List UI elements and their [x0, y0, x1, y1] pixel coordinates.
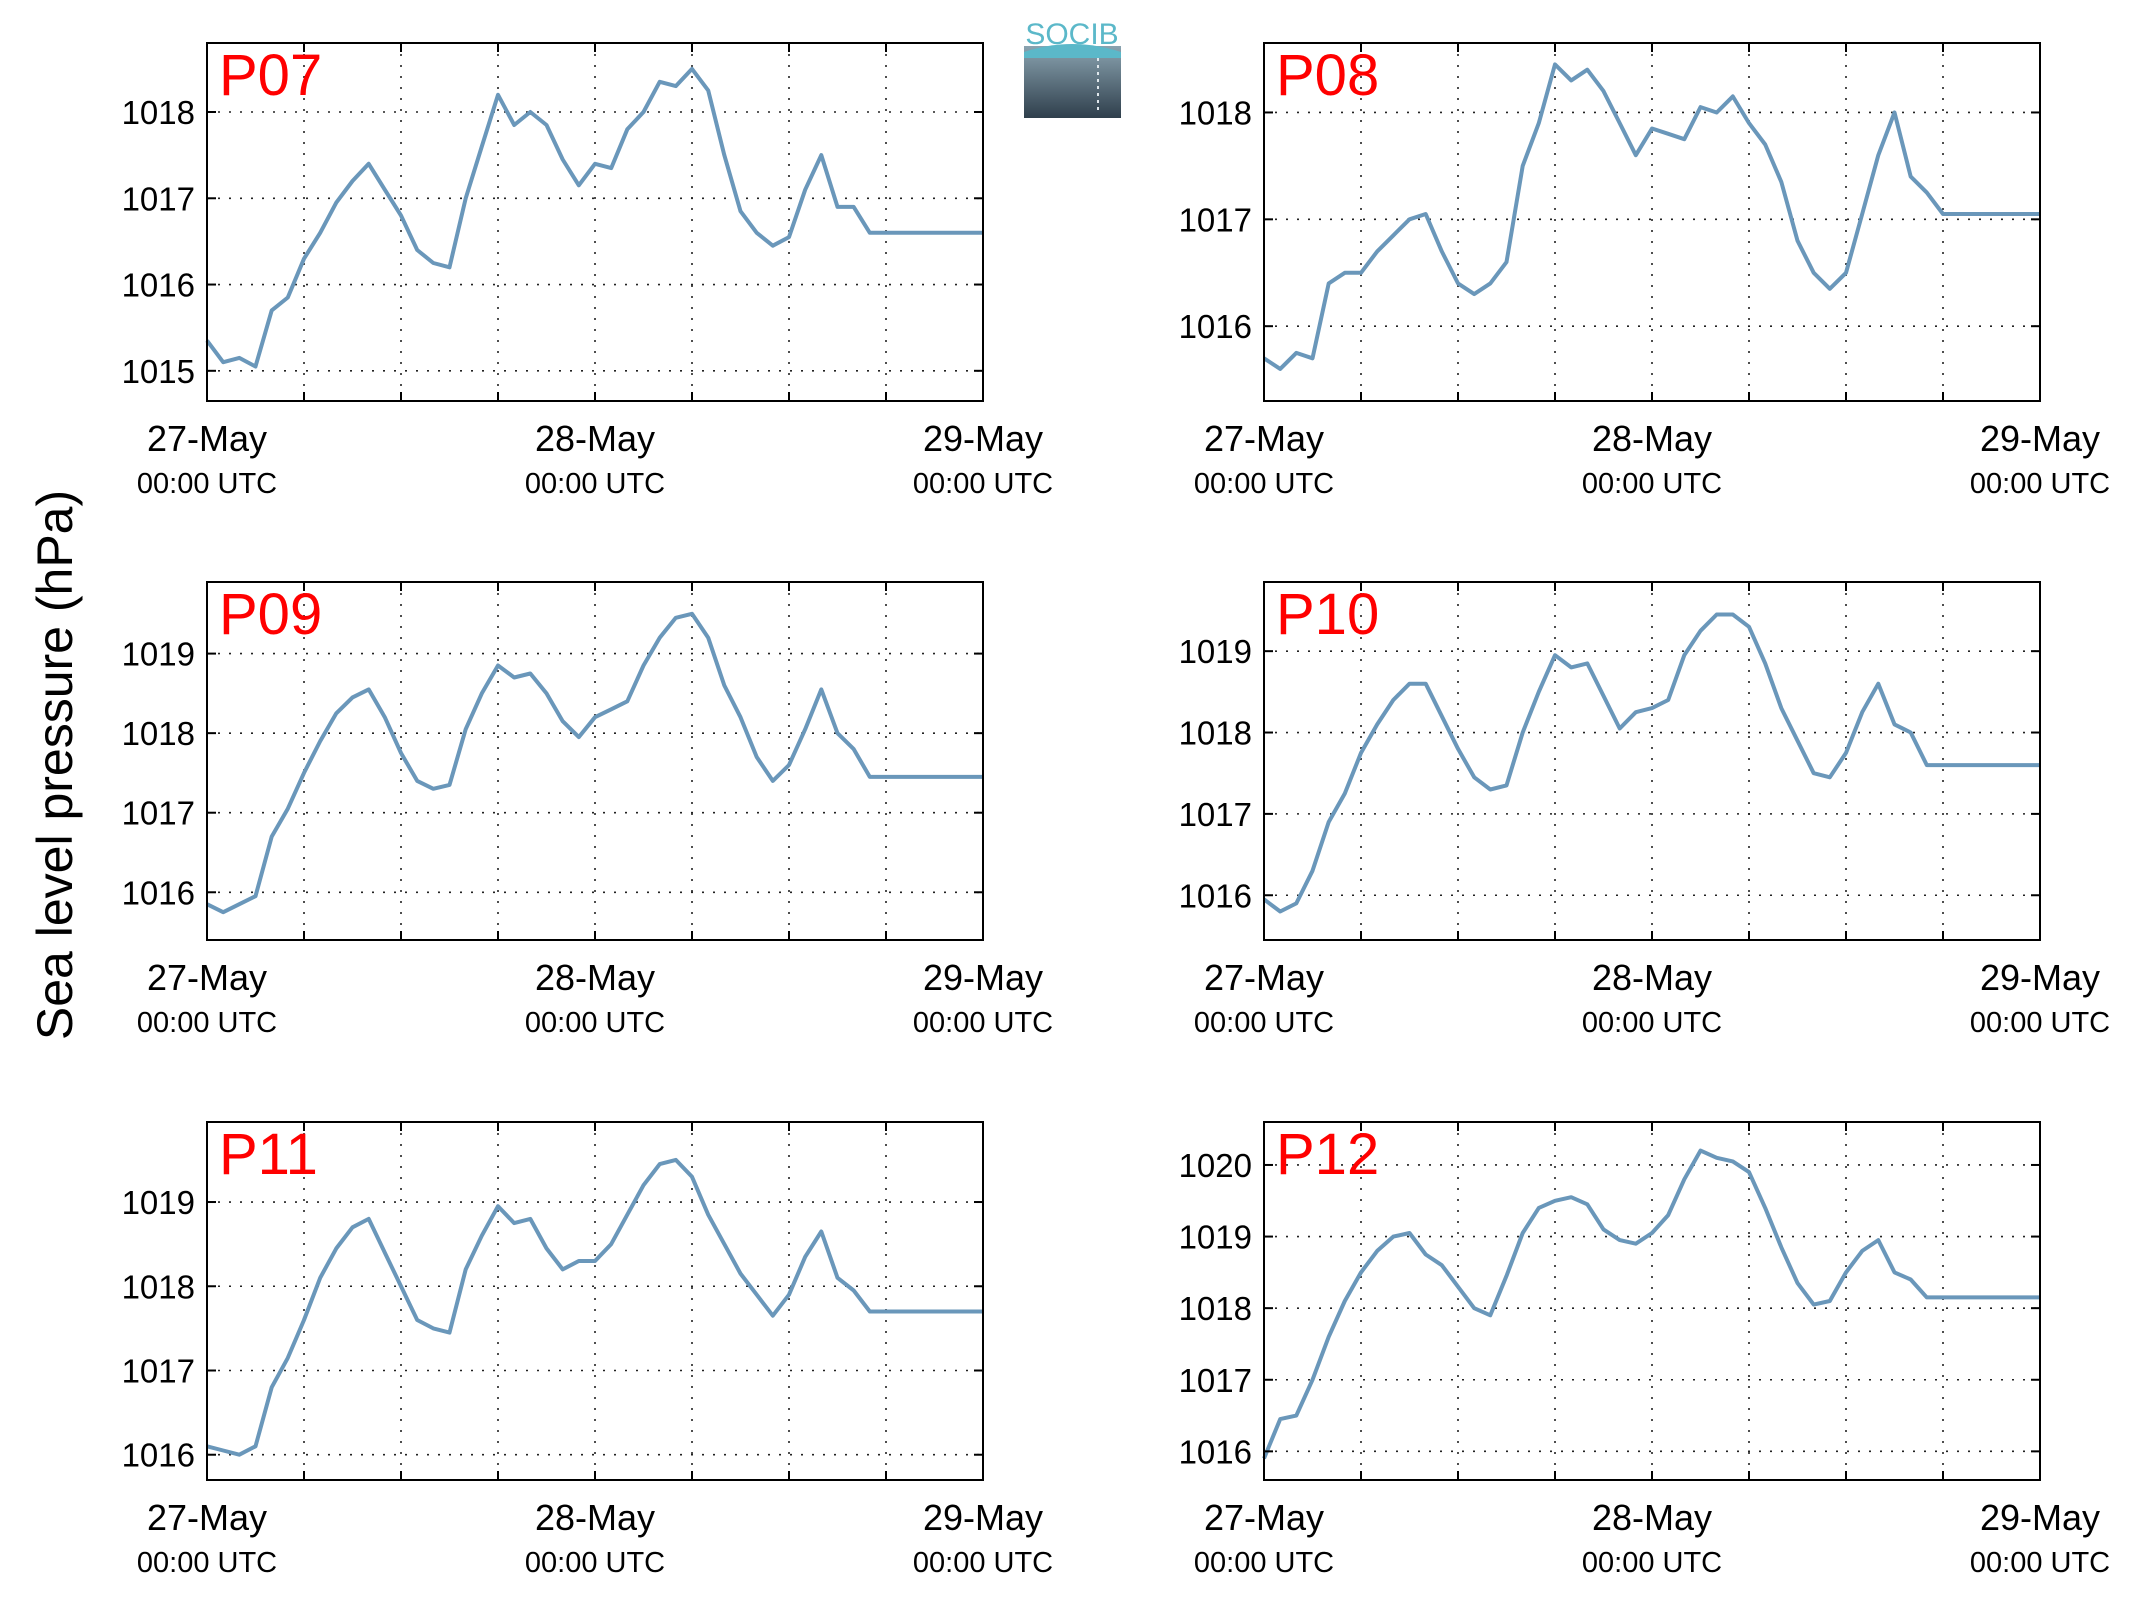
- x-tick-sublabel: 00:00 UTC: [1582, 1547, 1722, 1579]
- x-tick-sublabel: 00:00 UTC: [1194, 1547, 1334, 1579]
- x-tick-label: 29-May: [923, 418, 1043, 459]
- x-tick-sublabel: 00:00 UTC: [525, 468, 665, 500]
- x-tick-label: 27-May: [147, 1497, 267, 1538]
- x-tick-label: 27-May: [1204, 418, 1324, 459]
- x-tick-label: 29-May: [923, 1497, 1043, 1538]
- x-tick-sublabel: 00:00 UTC: [1194, 1007, 1334, 1039]
- x-tick-label: 29-May: [923, 957, 1043, 998]
- x-tick-label: 28-May: [535, 1497, 655, 1538]
- logo-wave: [1024, 44, 1121, 58]
- y-tick-label: 1017: [122, 795, 195, 832]
- y-tick-label: 1020: [1179, 1147, 1252, 1184]
- y-tick-label: 1017: [1179, 1362, 1252, 1399]
- panel-p10: 1016 1017 1018 1019 27-May 00:00 UTC 28-May 00:…: [1179, 581, 2110, 1039]
- panel-label: P07: [219, 43, 322, 108]
- x-tick-sublabel: 00:00 UTC: [913, 1547, 1053, 1579]
- x-tick-sublabel: 00:00 UTC: [525, 1007, 665, 1039]
- series-line: [206, 611, 983, 915]
- x-tick-label: 28-May: [535, 957, 655, 998]
- y-axis-label: Sea level pressure (hPa): [27, 490, 83, 1040]
- x-tick-label: 27-May: [1204, 957, 1324, 998]
- y-tick-label: 1016: [122, 267, 195, 304]
- series-line: [206, 1157, 983, 1457]
- panels: 1015 1016 1017 1018 27-May 00:00 UTC 28-May 00:…: [122, 42, 2110, 1579]
- x-tick-label: 29-May: [1980, 1497, 2100, 1538]
- y-tick-label: 1019: [1179, 633, 1252, 670]
- x-tick-label: 28-May: [535, 418, 655, 459]
- y-tick-label: 1018: [1179, 715, 1252, 752]
- panel-p11: 1016 1017 1018 1019 27-May 00:00 UTC 28-May 00:…: [122, 1121, 1053, 1579]
- panel-p09: 1016 1017 1018 1019 27-May 00:00 UTC 28-May 00:…: [122, 581, 1053, 1039]
- x-tick-label: 28-May: [1592, 957, 1712, 998]
- x-tick-sublabel: 00:00 UTC: [137, 1007, 277, 1039]
- y-tick-label: 1016: [1179, 1433, 1252, 1470]
- y-tick-label: 1019: [1179, 1219, 1252, 1256]
- x-tick-sublabel: 00:00 UTC: [1970, 468, 2110, 500]
- x-tick-label: 27-May: [1204, 1497, 1324, 1538]
- x-tick-label: 27-May: [147, 957, 267, 998]
- x-tick-sublabel: 00:00 UTC: [1582, 468, 1722, 500]
- x-tick-label: 29-May: [1980, 957, 2100, 998]
- x-tick-sublabel: 00:00 UTC: [525, 1547, 665, 1579]
- series-line: [205, 66, 983, 369]
- x-tick-sublabel: 00:00 UTC: [137, 1547, 277, 1579]
- x-tick-sublabel: 00:00 UTC: [913, 1007, 1053, 1039]
- panel-label: P09: [219, 582, 322, 647]
- y-tick-label: 1018: [1179, 94, 1252, 131]
- y-tick-label: 1016: [1179, 308, 1252, 345]
- y-tick-label: 1017: [122, 180, 195, 217]
- socib-logo: SOCIB: [1024, 18, 1121, 118]
- y-tick-label: 1016: [122, 1437, 195, 1474]
- panel-label: P12: [1276, 1122, 1379, 1187]
- y-tick-label: 1016: [1179, 877, 1252, 914]
- x-tick-sublabel: 00:00 UTC: [1582, 1007, 1722, 1039]
- y-tick-label: 1018: [122, 94, 195, 131]
- x-tick-label: 29-May: [1980, 418, 2100, 459]
- x-tick-label: 28-May: [1592, 1497, 1712, 1538]
- x-tick-label: 27-May: [147, 418, 267, 459]
- x-tick-sublabel: 00:00 UTC: [1194, 468, 1334, 500]
- y-tick-label: 1017: [122, 1352, 195, 1389]
- y-tick-label: 1015: [122, 353, 195, 390]
- panel-label: P10: [1276, 582, 1379, 647]
- y-tick-label: 1019: [122, 1184, 195, 1221]
- y-tick-label: 1018: [122, 1268, 195, 1305]
- x-tick-label: 28-May: [1592, 418, 1712, 459]
- panel-p08: 1016 1017 1018 27-May 00:00 UTC 28-May 00:00 U…: [1179, 42, 2110, 500]
- panel-label: P08: [1276, 43, 1379, 108]
- panel-p12: 1016 1017 1018 1019 1020 27-May 00:00 UTC 28-Ma…: [1179, 1121, 2110, 1579]
- y-tick-label: 1016: [122, 874, 195, 911]
- y-tick-label: 1018: [122, 715, 195, 752]
- panel-label: P11: [219, 1122, 318, 1187]
- series-line: [1262, 612, 2040, 914]
- logo-text: SOCIB: [1025, 18, 1118, 51]
- x-tick-sublabel: 00:00 UTC: [1970, 1007, 2110, 1039]
- y-tick-label: 1019: [122, 636, 195, 673]
- x-tick-sublabel: 00:00 UTC: [137, 468, 277, 500]
- series-line: [1262, 1148, 2040, 1460]
- series-line: [1262, 62, 2040, 371]
- panel-p07: 1015 1016 1017 1018 27-May 00:00 UTC 28-May 00:…: [122, 42, 1053, 500]
- x-tick-sublabel: 00:00 UTC: [1970, 1547, 2110, 1579]
- y-tick-label: 1017: [1179, 201, 1252, 238]
- x-tick-sublabel: 00:00 UTC: [913, 468, 1053, 500]
- y-tick-label: 1017: [1179, 796, 1252, 833]
- y-tick-label: 1018: [1179, 1290, 1252, 1327]
